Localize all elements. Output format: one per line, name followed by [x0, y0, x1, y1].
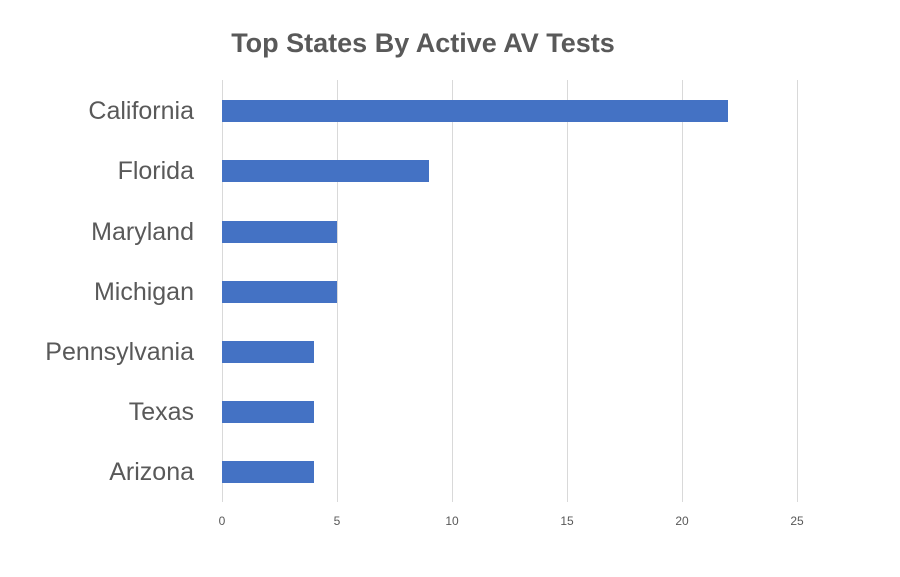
gridline-5 — [337, 80, 338, 502]
x-tick-label: 5 — [333, 514, 341, 528]
x-tick-label: 20 — [675, 514, 689, 528]
chart-title: Top States By Active AV Tests — [231, 28, 615, 58]
category-label: Florida — [117, 157, 194, 185]
gridline-10 — [452, 80, 453, 502]
gridline-25 — [797, 80, 798, 502]
category-label: Michigan — [93, 278, 194, 306]
category-label: Arizona — [109, 458, 194, 486]
bar-california — [222, 100, 728, 122]
category-label: California — [88, 97, 194, 125]
gridline-15 — [567, 80, 568, 502]
x-tick-label: 10 — [445, 514, 459, 528]
bar-florida — [222, 160, 429, 182]
gridline-20 — [682, 80, 683, 502]
plot-area — [222, 80, 798, 502]
bar-maryland — [222, 221, 337, 243]
bar-pennsylvania — [222, 341, 314, 363]
x-tick-label: 0 — [218, 514, 226, 528]
bar-arizona — [222, 461, 314, 483]
category-label: Maryland — [91, 218, 194, 246]
bar-texas — [222, 401, 314, 423]
x-tick-label: 15 — [560, 514, 574, 528]
x-tick-label: 25 — [790, 514, 804, 528]
category-label: Pennsylvania — [45, 338, 194, 366]
category-label: Texas — [128, 398, 194, 426]
bar-michigan — [222, 281, 337, 303]
